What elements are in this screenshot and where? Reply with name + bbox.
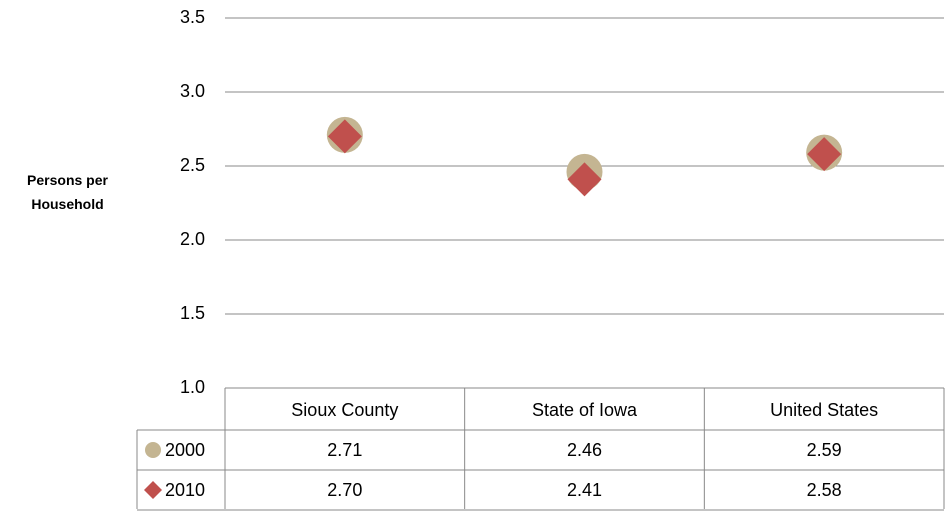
legend-marker [144, 481, 162, 499]
legend-label: 2000 [165, 440, 205, 460]
data-point [567, 162, 602, 197]
y-tick-label: 3.5 [180, 7, 205, 27]
y-tick-label: 1.5 [180, 303, 205, 323]
legend-label: 2010 [165, 480, 205, 500]
x-tick-label: State of Iowa [532, 400, 638, 420]
data-label: 2.70 [327, 480, 362, 500]
data-label: 2.59 [807, 440, 842, 460]
x-tick-label: United States [770, 400, 878, 420]
data-label: 2.58 [807, 480, 842, 500]
y-tick-label: 1.0 [180, 377, 205, 397]
y-tick-label: 2.0 [180, 229, 205, 249]
y-tick-label: 2.5 [180, 155, 205, 175]
data-label: 2.41 [567, 480, 602, 500]
data-label: 2.71 [327, 440, 362, 460]
legend-marker [145, 442, 161, 458]
y-tick-label: 3.0 [180, 81, 205, 101]
x-tick-label: Sioux County [291, 400, 398, 420]
y-axis-label: Persons per Household [27, 172, 108, 212]
data-point [327, 119, 362, 154]
data-label: 2.46 [567, 440, 602, 460]
data-point [807, 137, 842, 172]
